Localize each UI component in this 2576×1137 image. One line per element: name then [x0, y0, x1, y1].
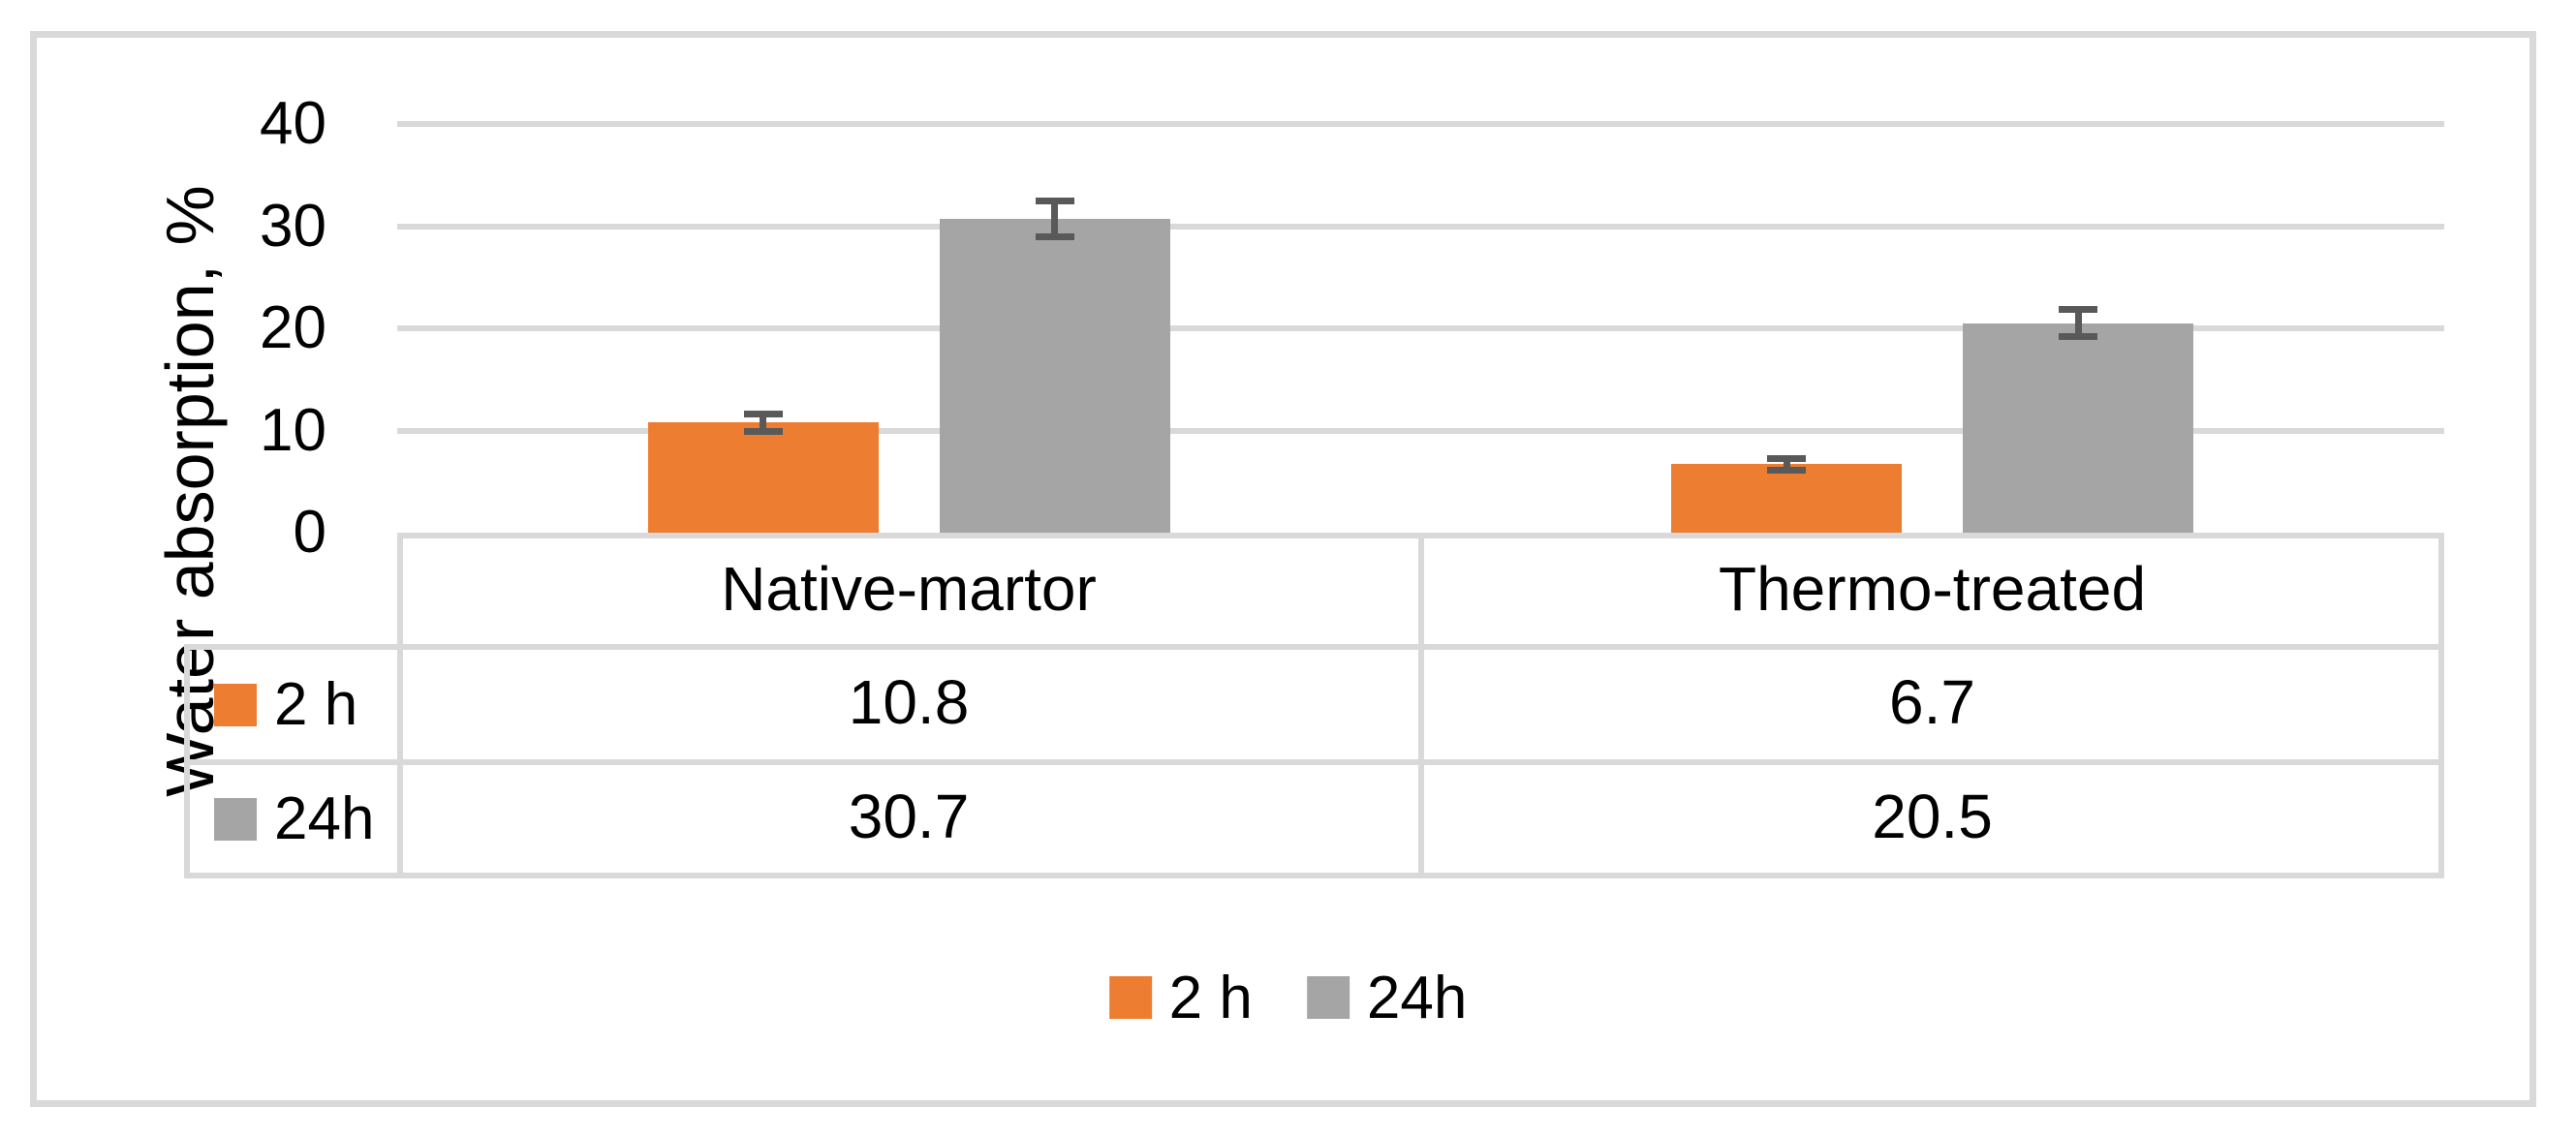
y-axis-tick-label-0: 0 [293, 499, 326, 566]
gridline-20 [397, 325, 2444, 331]
table-value-24h-thermo: 20.5 [1872, 781, 1993, 851]
gridline-30 [397, 223, 2444, 230]
error-bar-shaft [760, 413, 767, 432]
y-axis-tick-label-20: 20 [260, 294, 326, 361]
legend-2h-swatch-icon [1108, 976, 1152, 1019]
table-border-right [2438, 533, 2444, 878]
gridline-40 [397, 121, 2444, 127]
table-border-bottom [184, 873, 2444, 878]
table-row-key-24h: 24h [190, 765, 397, 873]
table-row-key-2h: 2 h [190, 650, 397, 759]
table-value-2h-thermo: 6.7 [1889, 666, 1975, 737]
table-value-24h-native: 30.7 [848, 781, 970, 851]
table-row-divider-2 [184, 759, 2444, 765]
table-value-2h-native: 10.8 [848, 666, 970, 737]
bar-2h-thermo-treated [1671, 464, 1903, 533]
error-bar-shaft [1783, 457, 1790, 471]
chart-legend: 2 h 24h [1108, 965, 1467, 1031]
legend-2h-label: 2 h [1168, 964, 1253, 1031]
y-axis-tick-label-40: 40 [260, 90, 326, 157]
series-24h-row-label: 24h [274, 785, 375, 852]
bar-2h-native-martor [647, 422, 879, 533]
series-2h-row-label: 2 h [274, 671, 358, 738]
series-2h-swatch-icon [214, 683, 257, 726]
error-bar-cap-bottom [1767, 466, 1807, 474]
error-bar-cap-top [743, 410, 783, 417]
error-bar-cap-top [1767, 454, 1807, 462]
legend-24h-label: 24h [1366, 964, 1468, 1031]
legend-entry-24h: 24h [1306, 964, 1468, 1032]
error-bar-cap-bottom [2059, 333, 2098, 341]
error-bar-cap-bottom [1035, 233, 1074, 241]
y-axis-tick-label-10: 10 [260, 396, 326, 464]
error-bar-cap-top [2059, 305, 2098, 313]
series-24h-swatch-icon [214, 797, 257, 841]
table-column-divider [1418, 533, 1424, 878]
legend-entry-2h: 2 h [1108, 964, 1253, 1032]
legend-24h-swatch-icon [1306, 976, 1350, 1019]
error-bar-cap-bottom [743, 427, 783, 435]
gridline-10 [397, 427, 2444, 434]
y-axis-tick-label-30: 30 [260, 192, 326, 260]
table-border-left-keys [184, 644, 190, 878]
error-bar-cap-top [1035, 198, 1074, 205]
error-bar-shaft [1051, 200, 1059, 238]
bar-24h-thermo-treated [1963, 323, 2194, 533]
figure-frame [30, 31, 2536, 1107]
table-header-category-2: Thermo-treated [1718, 553, 2147, 624]
table-header-category-1: Native-martor [721, 553, 1097, 624]
table-row-divider-1 [184, 644, 2444, 650]
bar-24h-native-martor [939, 219, 1170, 533]
table-border-left [397, 533, 403, 878]
error-bar-shaft [2074, 308, 2082, 338]
